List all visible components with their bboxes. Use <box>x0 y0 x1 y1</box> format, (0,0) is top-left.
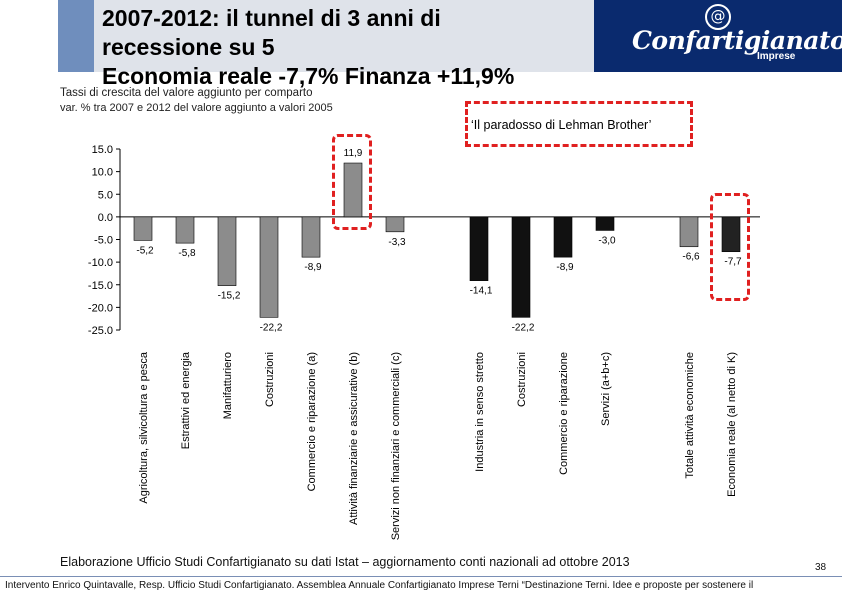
bar <box>259 216 279 318</box>
y-tick-label: -15.0 <box>88 280 113 292</box>
y-tick-label: -5.0 <box>94 235 113 247</box>
chart-note: var. % tra 2007 e 2012 del valore aggiun… <box>60 102 333 114</box>
title-line-2: recessione su 5 <box>102 34 275 60</box>
bar <box>679 216 699 248</box>
category-label: Commercio e riparazione <box>558 352 570 475</box>
category-label: Manifatturiero <box>222 352 234 419</box>
y-tick-label: -10.0 <box>88 257 113 269</box>
data-label: 11,9 <box>344 148 363 159</box>
y-tick-label: -20.0 <box>88 302 113 314</box>
bar <box>595 216 615 231</box>
page-number: 38 <box>815 562 827 573</box>
bar <box>343 162 363 218</box>
title-line-3: Economia reale -7,7% Finanza +11,9% <box>102 63 515 89</box>
bar <box>385 216 405 233</box>
data-label: -5,8 <box>178 248 196 259</box>
footer-divider <box>0 576 842 577</box>
data-label: -8,9 <box>304 262 322 273</box>
category-label: Costruzioni <box>264 352 276 407</box>
data-label: -3,3 <box>388 237 406 248</box>
data-label: -15,2 <box>218 291 241 302</box>
logo-subtitle: Imprese <box>757 51 796 62</box>
header-accent-block <box>58 0 94 72</box>
highlight-real-economy-bar <box>710 193 750 301</box>
category-label: Economia reale (al netto di K) <box>726 352 738 497</box>
at-sign-icon: @ <box>705 4 731 30</box>
bar <box>133 216 153 241</box>
data-label: -5,2 <box>136 245 154 256</box>
bar-chart: 15.0 10.0 5.0 0.0 -5.0 -10.0 -15.0 -20.0 -25.0 -5… <box>88 144 760 540</box>
category-label: Servizi (a+b+c) <box>600 352 612 426</box>
data-label: -14,1 <box>470 286 493 297</box>
bar <box>511 216 531 318</box>
footer-text: Intervento Enrico Quintavalle, Resp. Uff… <box>5 580 754 591</box>
chart-subtitle: Tassi di crescita del valore aggiunto pe… <box>60 87 313 99</box>
category-label: Servizi non finanziari e commerciali (c) <box>390 352 402 540</box>
y-tick-label: 0.0 <box>98 212 113 224</box>
data-label: -7,7 <box>724 257 742 268</box>
header-band <box>94 0 594 72</box>
data-label: -22,2 <box>260 322 283 333</box>
bar <box>301 216 321 258</box>
y-tick-label: 10.0 <box>92 167 113 179</box>
y-tick-label: 5.0 <box>98 189 113 201</box>
logo-name: Confartigianato <box>632 26 842 55</box>
data-label: -8,9 <box>556 262 574 273</box>
category-label: Totale attività economiche <box>684 352 696 479</box>
annotation-box <box>465 101 693 147</box>
source-footnote: Elaborazione Ufficio Studi Confartigiana… <box>60 555 630 569</box>
y-tick-label: -25.0 <box>88 325 113 337</box>
category-label: Agricoltura, silvicoltura e pesca <box>138 351 150 504</box>
category-label: Estrattivi ed energia <box>180 351 192 449</box>
category-label: Attività finanziarie e assicurative (b) <box>348 352 360 525</box>
data-label: -3,0 <box>598 235 616 246</box>
y-tick-label: 15.0 <box>92 144 113 156</box>
annotation-text: ‘Il paradosso di Lehman Brother’ <box>471 118 652 132</box>
bar <box>175 216 195 244</box>
bar <box>217 216 237 286</box>
category-label: Commercio e riparazione (a) <box>306 352 318 491</box>
data-label: -6,6 <box>682 252 700 263</box>
bar <box>553 216 573 258</box>
category-label: Costruzioni <box>516 352 528 407</box>
highlight-finance-bar <box>332 134 372 230</box>
bar <box>469 216 489 281</box>
bar <box>721 216 741 253</box>
data-label: -22,2 <box>512 322 535 333</box>
slide-title: 2007-2012: il tunnel di 3 anni di recess… <box>102 4 622 91</box>
category-label: Industria in senso stretto <box>474 352 486 472</box>
title-line-1: 2007-2012: il tunnel di 3 anni di <box>102 5 441 31</box>
